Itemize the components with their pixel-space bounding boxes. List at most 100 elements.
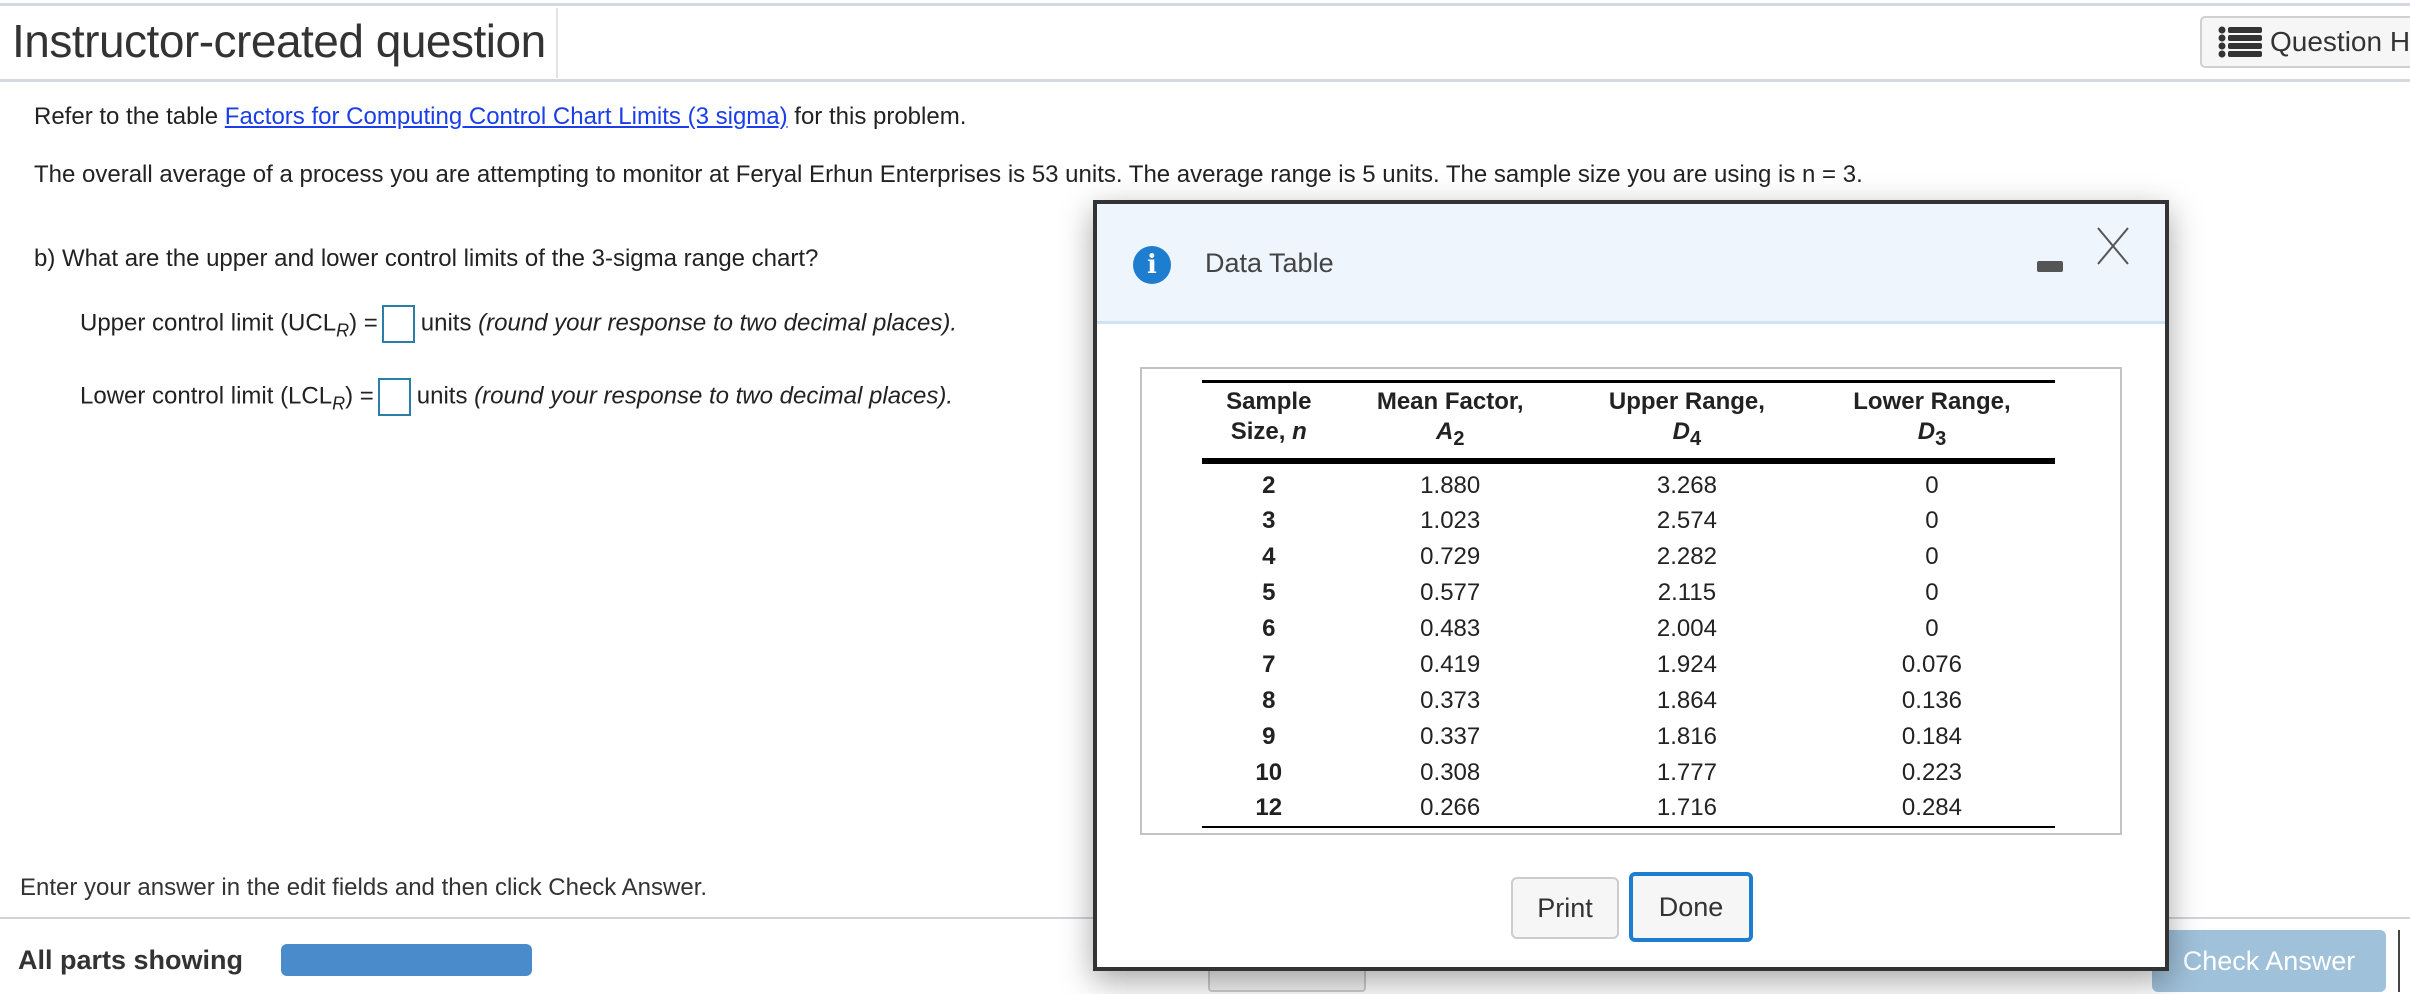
table-cell: 5: [1262, 578, 1276, 606]
table-cell: 0.337: [1420, 722, 1481, 750]
column-header: Sample Size, n: [1202, 382, 1336, 461]
table-cell: 1.716: [1564, 790, 1809, 828]
table-cell: 2.004: [1656, 614, 1717, 642]
table-cell: 0.373: [1420, 686, 1481, 714]
footer-divider: [0, 917, 1093, 919]
ucl-equals: ) =: [349, 309, 378, 337]
refer-suffix: for this problem.: [787, 103, 967, 130]
part-b-question: b) What are the upper and lower control …: [34, 245, 819, 272]
header-line1: Sample: [1226, 388, 1312, 415]
header-symbol: n: [1292, 418, 1307, 445]
column-header: Lower Range, D3: [1809, 382, 2055, 461]
question-help-label: Question Help: [2270, 26, 2410, 57]
header-symbol: D: [1917, 418, 1936, 445]
table-row: 2 1.880 3.268 0: [1202, 461, 2055, 503]
table-row: 3 1.023 2.574 0: [1202, 503, 2055, 539]
table-cell: 0.184: [1901, 722, 1962, 750]
ucl-note: (round your response to two decimal plac…: [478, 309, 958, 337]
ucl-input[interactable]: [381, 305, 415, 343]
table-cell: 1.816: [1656, 722, 1717, 750]
header-line2: Size,: [1230, 418, 1293, 445]
footer-divider-right: [2169, 917, 2410, 919]
table-cell: 0.076: [1901, 650, 1962, 678]
column-header: Mean Factor, A2: [1336, 382, 1565, 461]
table-cell: 7: [1262, 650, 1276, 678]
parts-progress-bar[interactable]: [281, 944, 532, 976]
table-cell: 2.574: [1656, 506, 1717, 534]
table-cell: 12: [1202, 790, 1336, 828]
table-cell: 1.777: [1656, 758, 1717, 786]
header-subscript: 2: [1453, 427, 1465, 450]
table-row: 9 0.337 1.816 0.184: [1202, 719, 2055, 755]
divider: [556, 8, 558, 78]
table-cell: 1.880: [1420, 472, 1481, 500]
table-cell: 0: [1925, 542, 1939, 570]
ucl-subscript: R: [336, 320, 350, 341]
lcl-equals: ) =: [345, 382, 374, 410]
table-row: 10 0.308 1.777 0.223: [1202, 755, 2055, 791]
table-cell: 0: [1925, 506, 1939, 534]
table-cell: 0: [1925, 614, 1939, 642]
table-cell: 0.577: [1420, 578, 1481, 606]
check-answer-button[interactable]: Check Answer: [2152, 930, 2386, 992]
table-cell: 0.483: [1420, 614, 1481, 642]
table-cell: 0: [1925, 472, 1939, 500]
list-icon: [2218, 26, 2262, 58]
table-cell: 2.115: [1657, 578, 1717, 606]
lcl-subscript: R: [332, 393, 346, 414]
table-cell: 1.864: [1656, 686, 1717, 714]
table-cell: 0.136: [1901, 686, 1962, 714]
close-icon[interactable]: [2095, 226, 2131, 266]
table-row: 7 0.419 1.924 0.076: [1202, 647, 2055, 683]
factors-table-frame: Sample Size, n Mean Factor, A2 Upper Range, D…: [1140, 367, 2122, 835]
lcl-row: Lower control limit (LCLR) = units (round…: [80, 378, 953, 416]
header-line1: Mean Factor,: [1376, 388, 1524, 415]
table-cell: 2: [1262, 472, 1276, 500]
table-row: 5 0.577 2.115 0: [1202, 575, 2055, 611]
ucl-units: units: [420, 309, 479, 337]
table-cell: 4: [1262, 542, 1276, 570]
factors-table-link[interactable]: Factors for Computing Control Chart Limi…: [224, 103, 788, 130]
table-cell: 2.282: [1656, 542, 1717, 570]
table-cell: 0.308: [1420, 758, 1481, 786]
dialog-header: i Data Table: [1097, 204, 2165, 324]
lcl-input[interactable]: [377, 378, 411, 416]
header-line1: Upper Range,: [1608, 388, 1765, 415]
lcl-note: (round your response to two decimal plac…: [474, 382, 954, 410]
table-cell: 0.419: [1420, 650, 1481, 678]
refer-text: Refer to the table Factors for Computing…: [34, 103, 966, 131]
table-cell: 8: [1262, 686, 1276, 714]
table-cell: 9: [1262, 722, 1276, 750]
instruction-text: Enter your answer in the edit fields and…: [20, 874, 708, 901]
data-table-dialog: i Data Table Sample Size, n Mean Factor, A2…: [1093, 200, 2169, 971]
parts-showing-label: All parts showing: [18, 945, 244, 975]
lcl-units: units: [416, 382, 475, 410]
header-divider: [0, 79, 2410, 82]
table-row: 8 0.373 1.864 0.136: [1202, 683, 2055, 719]
divider: [2398, 930, 2400, 992]
table-row: 4 0.729 2.282 0: [1202, 539, 2055, 575]
table-cell: 1.023: [1420, 506, 1481, 534]
done-button[interactable]: Done: [1629, 872, 1753, 942]
minimize-button[interactable]: [2037, 261, 2063, 272]
table-cell: 0.729: [1420, 542, 1481, 570]
table-cell: 0.266: [1335, 790, 1565, 828]
table-cell: 6: [1262, 614, 1276, 642]
header-line1: Lower Range,: [1853, 388, 2011, 415]
table-row: 6 0.483 2.004 0: [1202, 611, 2055, 647]
table-cell: 1.924: [1656, 650, 1717, 678]
question-help-button[interactable]: Question Help: [2200, 16, 2410, 68]
table-row: 12 0.266 1.716 0.284: [1202, 790, 2055, 828]
table-cell: 0: [1925, 578, 1939, 606]
refer-prefix: Refer to the table: [34, 103, 225, 130]
problem-statement: The overall average of a process you are…: [34, 161, 1863, 188]
page-title: Instructor-created question: [12, 15, 546, 67]
info-icon: i: [1133, 246, 1171, 284]
header-subscript: 4: [1690, 427, 1702, 450]
ucl-label: Upper control limit (UCL: [80, 309, 337, 337]
lcl-label: Lower control limit (LCL: [80, 382, 333, 410]
header-symbol: D: [1672, 418, 1691, 445]
header-subscript: 3: [1935, 427, 1947, 450]
print-button[interactable]: Print: [1511, 877, 1619, 939]
factors-table: Sample Size, n Mean Factor, A2 Upper Range, D…: [1202, 380, 2055, 828]
